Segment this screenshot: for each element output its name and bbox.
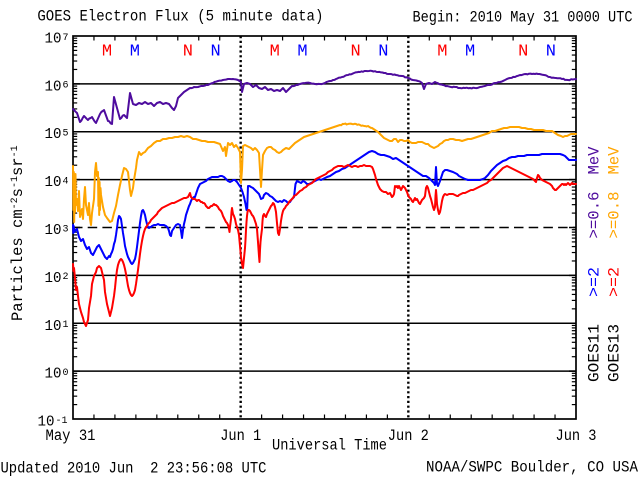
svg-text:>=2: >=2 xyxy=(606,267,624,297)
svg-text:10: 10 xyxy=(45,31,62,48)
svg-text:10: 10 xyxy=(45,270,62,287)
svg-text:M: M xyxy=(465,43,475,62)
svg-text:Universal Time: Universal Time xyxy=(272,437,387,455)
svg-text:1: 1 xyxy=(63,320,69,331)
svg-text:M: M xyxy=(130,43,140,62)
svg-text:10: 10 xyxy=(45,318,62,335)
svg-text:0: 0 xyxy=(63,368,69,379)
svg-text:GOES11: GOES11 xyxy=(586,324,604,382)
svg-text:5: 5 xyxy=(63,129,69,140)
svg-text:N: N xyxy=(350,43,360,62)
svg-text:10: 10 xyxy=(45,174,62,191)
svg-text:-1: -1 xyxy=(56,416,68,427)
svg-text:GOES Electron Flux (5 minute d: GOES Electron Flux (5 minute data) xyxy=(37,8,323,26)
svg-text:10: 10 xyxy=(45,78,62,95)
svg-text:Begin: 2010 May 31 0000 UTC: Begin: 2010 May 31 0000 UTC xyxy=(413,9,633,27)
svg-text:May 31: May 31 xyxy=(46,427,96,445)
svg-text:Jun 2: Jun 2 xyxy=(388,427,429,445)
svg-text:Jun 1: Jun 1 xyxy=(220,427,261,445)
svg-text:>=2: >=2 xyxy=(586,267,604,297)
svg-text:M: M xyxy=(437,43,447,62)
svg-text:N: N xyxy=(546,43,556,62)
svg-text:3: 3 xyxy=(63,224,69,235)
svg-text:Jun 3: Jun 3 xyxy=(556,427,597,445)
svg-text:>=0.8: >=0.8 xyxy=(606,192,624,239)
svg-text:N: N xyxy=(378,43,388,62)
svg-text:MeV: MeV xyxy=(606,146,624,175)
svg-text:MeV: MeV xyxy=(586,146,604,175)
svg-text:M: M xyxy=(270,43,280,62)
svg-text:7: 7 xyxy=(63,33,69,44)
svg-text:10: 10 xyxy=(45,126,62,143)
svg-text:N: N xyxy=(210,43,220,62)
svg-text:10: 10 xyxy=(45,222,62,239)
svg-text:M: M xyxy=(102,43,112,62)
svg-text:10: 10 xyxy=(45,366,62,383)
svg-text:NOAA/SWPC Boulder, CO USA: NOAA/SWPC Boulder, CO USA xyxy=(426,459,639,477)
svg-text:10: 10 xyxy=(38,414,55,431)
svg-text:Particles cm-2s-1sr-1: Particles cm-2s-1sr-1 xyxy=(9,145,27,321)
svg-text:N: N xyxy=(518,43,528,62)
svg-text:2: 2 xyxy=(63,272,69,283)
svg-text:Updated 2010 Jun 2 23:56:08 U: Updated 2010 Jun 2 23:56:08 UTC xyxy=(1,459,267,477)
svg-text:GOES13: GOES13 xyxy=(606,324,624,382)
svg-text:N: N xyxy=(183,43,193,62)
svg-text:M: M xyxy=(297,43,307,62)
svg-text:6: 6 xyxy=(63,81,69,92)
svg-text:4: 4 xyxy=(63,176,69,187)
svg-text:>=0.6: >=0.6 xyxy=(586,192,604,239)
